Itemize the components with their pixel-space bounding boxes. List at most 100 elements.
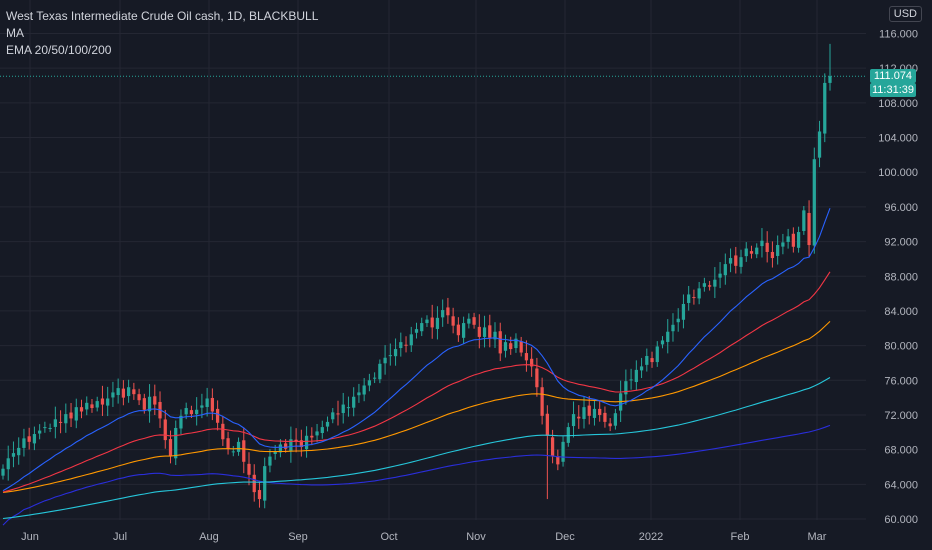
candle — [147, 384, 152, 423]
candle — [603, 406, 607, 428]
indicator-ma-label[interactable]: MA — [6, 26, 24, 40]
candle-body — [200, 405, 204, 408]
candle — [561, 436, 565, 467]
candle — [446, 297, 450, 324]
candle — [755, 243, 759, 259]
candle — [530, 347, 534, 377]
candle — [79, 399, 84, 419]
candle-body — [655, 346, 659, 363]
candle — [749, 245, 754, 259]
y-tick-label: 88.000 — [884, 271, 918, 283]
candle-body — [608, 423, 612, 427]
candle-body — [639, 366, 644, 371]
candle-body — [697, 288, 701, 299]
candle-body — [257, 490, 262, 500]
candle — [221, 416, 225, 446]
candle-body — [17, 447, 21, 456]
candle-body — [420, 323, 424, 332]
candle-body — [336, 413, 340, 415]
x-tick-label: Aug — [199, 531, 219, 543]
candle-body — [74, 407, 78, 421]
candle — [388, 343, 392, 366]
candle — [587, 396, 591, 425]
candle-body — [791, 233, 795, 247]
candle-body — [828, 76, 832, 83]
y-axis: 116.000112.000108.000104.000100.00096.00… — [878, 29, 918, 527]
candle — [32, 426, 37, 451]
candle — [100, 385, 105, 416]
candle-body — [545, 413, 549, 436]
candle-body — [535, 368, 539, 388]
candle — [200, 393, 204, 419]
candle-body — [796, 232, 801, 248]
candle — [121, 380, 126, 406]
candle-body — [592, 408, 597, 418]
candle-body — [634, 369, 638, 383]
candle — [346, 396, 351, 417]
candle-body — [425, 319, 429, 324]
candle-body — [430, 317, 434, 328]
symbol-title[interactable]: West Texas Intermediate Crude Oil cash, … — [6, 9, 319, 23]
candle — [231, 446, 235, 457]
ema-100-line — [2, 321, 831, 494]
candle — [472, 312, 476, 329]
candle — [126, 379, 131, 403]
candle — [22, 428, 26, 457]
candle — [509, 336, 513, 355]
candle — [205, 387, 209, 417]
indicator-ema-label[interactable]: EMA 20/50/100/200 — [6, 43, 112, 57]
candle-body — [174, 427, 178, 459]
candle — [744, 242, 748, 262]
candle — [257, 480, 262, 508]
candle — [163, 409, 167, 449]
candle-body — [121, 388, 126, 398]
candle — [252, 464, 256, 502]
candle — [577, 405, 581, 429]
candle-body — [268, 456, 272, 466]
candle-body — [482, 327, 487, 337]
candle-body — [524, 353, 529, 361]
candle-body — [352, 396, 356, 408]
candle — [69, 403, 73, 428]
currency-label[interactable]: USD — [888, 6, 922, 22]
candle — [1, 464, 5, 480]
candle-body — [687, 294, 691, 303]
candle-body — [404, 344, 408, 346]
candle-body — [383, 357, 387, 364]
candle-body — [650, 358, 654, 363]
candle-body — [27, 436, 31, 442]
candle-body — [357, 392, 361, 396]
candle-body — [749, 251, 754, 254]
candle — [676, 308, 680, 332]
candle-body — [770, 251, 775, 259]
candle — [179, 409, 183, 435]
candle — [278, 439, 283, 458]
candle-body — [137, 394, 141, 401]
candle — [498, 322, 502, 362]
candle-body — [786, 236, 790, 242]
candle-body — [53, 419, 57, 427]
candle-body — [556, 456, 560, 465]
y-tick-label: 104.000 — [878, 133, 918, 145]
candle — [545, 405, 549, 500]
candle-body — [388, 355, 392, 357]
candle — [671, 313, 675, 342]
candle-body — [760, 240, 764, 247]
candle — [639, 357, 644, 379]
x-tick-label: Jun — [21, 531, 39, 543]
candle-body — [707, 285, 712, 287]
candle-body — [530, 358, 534, 367]
y-tick-label: 92.000 — [884, 237, 918, 249]
candle-body — [713, 279, 717, 287]
candle — [236, 437, 241, 456]
candle — [608, 418, 612, 432]
candle-body — [577, 416, 581, 419]
candle — [409, 326, 413, 352]
candle — [263, 457, 267, 509]
candle-body — [205, 398, 209, 407]
candle-body — [1, 468, 5, 476]
candle-body — [728, 258, 733, 264]
y-tick-label: 64.000 — [884, 479, 918, 491]
candle-body — [252, 474, 256, 493]
